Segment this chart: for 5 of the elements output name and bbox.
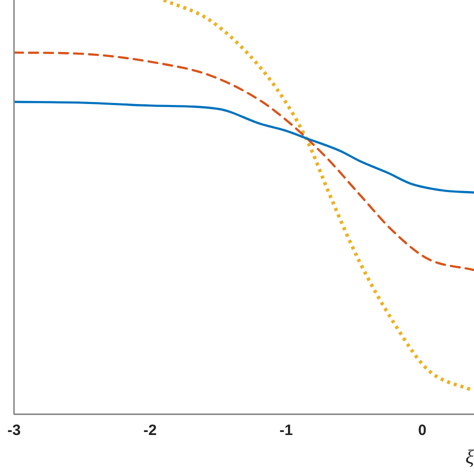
x-tick-label: -1 bbox=[280, 422, 293, 440]
x-tick-label: 0 bbox=[418, 422, 426, 440]
x-axis-title: ξ bbox=[465, 446, 474, 468]
x-tick-label: -3 bbox=[7, 422, 21, 440]
x-tick-label: -2 bbox=[143, 422, 157, 440]
